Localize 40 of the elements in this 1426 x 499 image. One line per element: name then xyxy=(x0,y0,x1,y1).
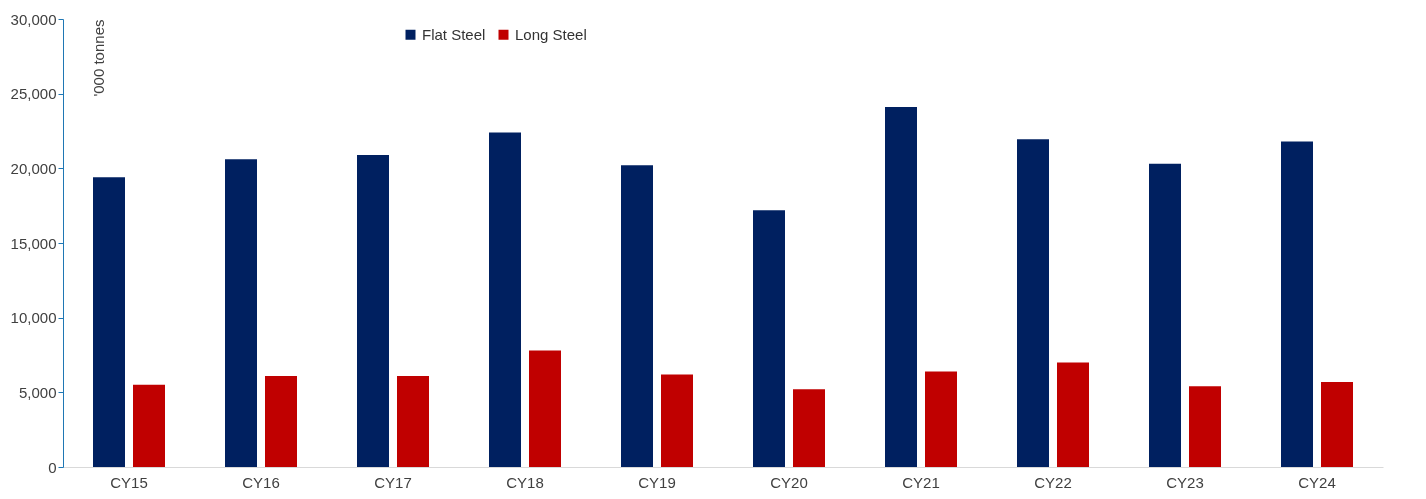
bar xyxy=(885,107,917,467)
x-tick-label: CY17 xyxy=(374,473,412,491)
bar xyxy=(793,389,825,467)
y-tick-label: 5,000 xyxy=(18,383,57,401)
x-tick-label: CY22 xyxy=(1034,473,1072,491)
bar xyxy=(1017,139,1049,467)
bar xyxy=(621,165,653,467)
bar xyxy=(529,350,561,467)
bar xyxy=(753,210,785,467)
bar xyxy=(925,371,957,467)
bar xyxy=(397,375,429,467)
y-tick-label: 10,000 xyxy=(10,309,57,327)
x-tick-label: CY24 xyxy=(1298,473,1336,491)
x-tick-label: CY23 xyxy=(1166,473,1204,491)
bar xyxy=(1149,163,1181,467)
y-tick-label: 15,000 xyxy=(10,234,57,252)
bar xyxy=(93,177,125,467)
bar xyxy=(133,384,165,467)
bar xyxy=(1057,362,1089,467)
x-tick-label: CY16 xyxy=(242,473,280,491)
x-tick-label: CY19 xyxy=(638,473,676,491)
bar xyxy=(1189,386,1221,467)
bar xyxy=(357,154,389,467)
legend-label: Long Steel xyxy=(515,25,587,43)
bar xyxy=(1281,141,1313,467)
y-tick-label: 25,000 xyxy=(10,85,57,103)
bar xyxy=(661,374,693,467)
bar xyxy=(265,375,297,467)
y-tick-label: 0 xyxy=(48,458,57,476)
y-tick-label: 30,000 xyxy=(10,10,57,28)
legend-label: Flat Steel xyxy=(422,25,486,43)
y-tick-label: 20,000 xyxy=(10,159,57,177)
x-tick-label: CY20 xyxy=(770,473,808,491)
bar xyxy=(225,159,257,467)
bar xyxy=(1321,381,1353,467)
x-tick-label: CY15 xyxy=(110,473,148,491)
x-tick-label: CY18 xyxy=(506,473,544,491)
y-axis-title: '000 tonnes xyxy=(89,19,107,97)
bar xyxy=(489,132,521,467)
x-tick-label: CY21 xyxy=(902,473,940,491)
